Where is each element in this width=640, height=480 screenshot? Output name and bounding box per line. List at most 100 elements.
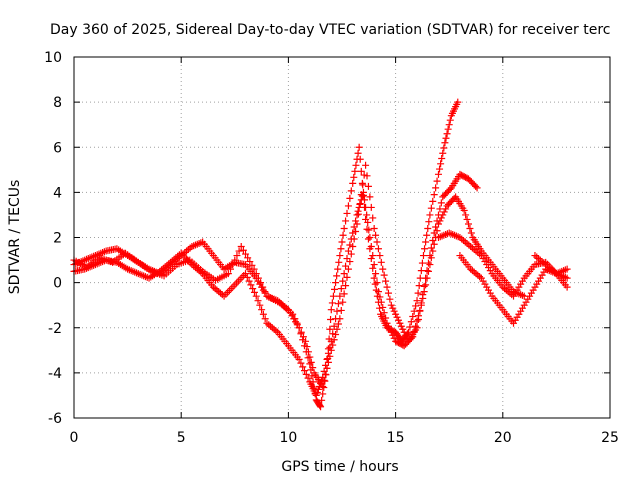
data-point [423, 231, 431, 239]
data-point [466, 224, 474, 232]
data-point [429, 197, 437, 205]
data-point [417, 299, 425, 307]
data-point [321, 377, 329, 385]
data-point [400, 328, 408, 336]
data-point [242, 250, 250, 258]
data-point [297, 359, 305, 367]
data-point [349, 243, 357, 251]
data-point [373, 238, 381, 246]
data-point [433, 217, 441, 225]
data-point [356, 155, 364, 163]
data-point [376, 252, 384, 260]
data-point [390, 307, 398, 315]
data-point [249, 285, 257, 293]
data-point [306, 360, 314, 368]
chart-title: Day 360 of 2025, Sidereal Day-to-day VTE… [50, 22, 610, 38]
data-point [392, 310, 400, 318]
data-point [367, 243, 375, 251]
data-point [464, 220, 472, 228]
data-point [393, 313, 401, 321]
data-point [322, 370, 330, 378]
data-point [563, 265, 571, 273]
data-point [419, 291, 427, 299]
data-point [384, 289, 392, 297]
data-point [289, 310, 297, 318]
data-point [422, 281, 430, 289]
series-track-3 [70, 161, 481, 390]
data-point [386, 325, 394, 333]
data-point [414, 289, 422, 297]
data-point [333, 272, 341, 280]
data-point [432, 223, 440, 231]
data-point [237, 243, 245, 251]
data-point [387, 328, 395, 336]
data-point [245, 277, 253, 285]
data-point [425, 218, 433, 226]
data-point [446, 116, 454, 124]
data-point [438, 155, 446, 163]
data-point [366, 193, 374, 201]
data-point [414, 315, 422, 323]
data-point [364, 218, 372, 226]
data-point [254, 274, 262, 282]
data-point [326, 325, 334, 333]
data-point [376, 304, 384, 312]
data-point [436, 165, 444, 173]
y-tick-label: 8 [53, 95, 62, 111]
data-point [313, 388, 321, 396]
data-point [377, 258, 385, 266]
data-point [244, 254, 252, 262]
data-point [472, 182, 480, 190]
data-point [363, 225, 371, 233]
data-point [369, 252, 377, 260]
data-point [436, 205, 444, 213]
data-point [422, 274, 430, 282]
data-point [343, 273, 351, 281]
y-tick-label: 2 [53, 231, 62, 247]
data-point [332, 331, 340, 339]
data-point [300, 367, 308, 375]
data-point [440, 208, 448, 216]
data-point [243, 273, 251, 281]
data-point [467, 229, 475, 237]
data-point [337, 285, 345, 293]
data-point [330, 336, 338, 344]
data-point [317, 403, 325, 411]
data-point [353, 211, 361, 219]
data-point [424, 224, 432, 232]
y-tick-label: 6 [53, 140, 62, 156]
data-point [426, 252, 434, 260]
data-point [357, 191, 365, 199]
data-point [413, 317, 421, 325]
data-point [430, 191, 438, 199]
data-point [356, 200, 364, 208]
data-point [399, 325, 407, 333]
series-track-2 [70, 188, 528, 399]
data-point [324, 358, 332, 366]
data-point [418, 259, 426, 267]
data-point [463, 215, 471, 223]
data-point [359, 181, 367, 189]
data-point [319, 382, 327, 390]
data-point [336, 292, 344, 300]
data-point [372, 231, 380, 239]
data-point [299, 363, 307, 371]
data-point [402, 331, 410, 339]
data-point [307, 358, 315, 366]
data-point [434, 170, 442, 178]
data-point [413, 297, 421, 305]
data-point [340, 290, 348, 298]
data-point [326, 352, 334, 360]
data-point [352, 227, 360, 235]
data-point [394, 316, 402, 324]
data-point [316, 402, 324, 410]
data-point [432, 184, 440, 192]
data-point [369, 214, 377, 222]
data-point [374, 245, 382, 253]
data-point [318, 396, 326, 404]
data-point [429, 247, 437, 255]
data-point [376, 293, 384, 301]
data-point [295, 324, 303, 332]
data-point [437, 160, 445, 168]
y-tick-label: -2 [48, 321, 62, 337]
